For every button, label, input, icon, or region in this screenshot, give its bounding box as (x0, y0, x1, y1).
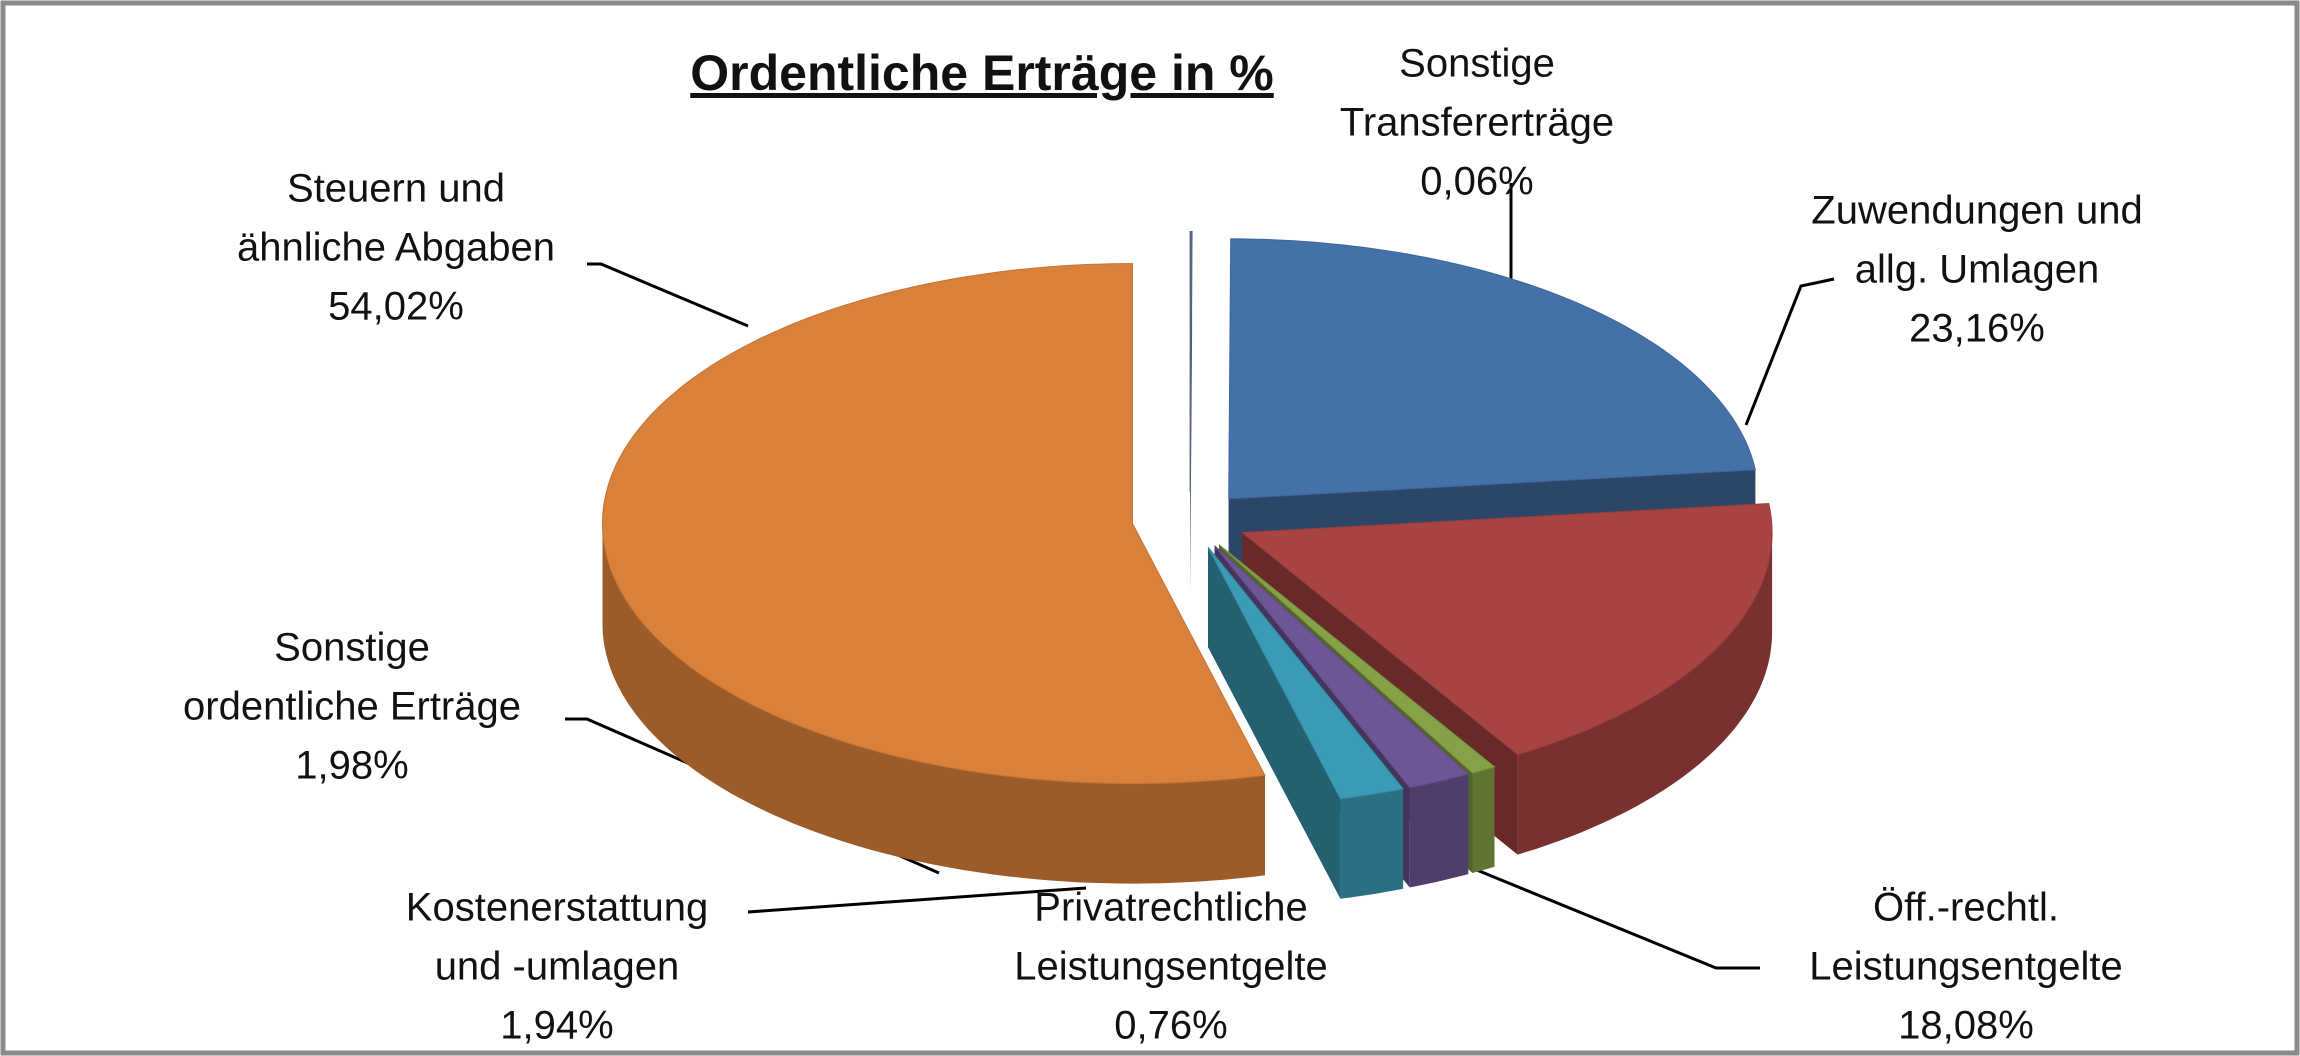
data-label-name: Leistungsentgelte (1809, 945, 2123, 989)
leader-line (747, 886, 1087, 914)
data-label-value: 23,16% (1909, 307, 2045, 351)
data-label-value: 1,94% (500, 1004, 613, 1048)
data-label-value: 0,06% (1420, 160, 1533, 204)
leader-line (1744, 277, 1835, 426)
data-label-name: allg. Umlagen (1855, 248, 2100, 292)
data-label-value: 0,76% (1114, 1004, 1227, 1048)
data-label-name: Öff.-rechtl. (1873, 886, 2059, 930)
data-label-value: 18,08% (1898, 1004, 2034, 1048)
slice (1228, 238, 1757, 500)
data-label-value: 1,98% (295, 744, 408, 788)
slice (1214, 545, 1470, 789)
slice (1218, 544, 1496, 774)
slice-face (1208, 547, 1341, 899)
slice-side (1517, 532, 1773, 855)
data-label-name: Kostenerstattung (406, 886, 708, 930)
data-label-name: Zuwendungen und (1811, 189, 2142, 233)
slice (602, 263, 1266, 785)
data-label-name: ordentliche Erträge (183, 685, 521, 729)
data-label-name: Privatrechtliche (1034, 886, 1307, 930)
chart-title: Ordentliche Erträge in % (690, 45, 1273, 101)
data-label-name: Steuern und (287, 167, 505, 211)
slice-side (1472, 766, 1495, 873)
data-label-name: ähnliche Abgaben (237, 226, 555, 270)
slice (1240, 502, 1773, 756)
slice-side (1409, 774, 1469, 888)
leader-line (1466, 864, 1760, 970)
data-label-name: Leistungsentgelte (1014, 945, 1328, 989)
data-label-name: Sonstige (274, 626, 430, 670)
data-label-name: und -umlagen (435, 945, 680, 989)
leader-line (587, 262, 749, 328)
slice-tops (602, 231, 1773, 800)
data-label-name: Sonstige (1399, 42, 1555, 86)
slice (1189, 231, 1193, 492)
slice (1207, 546, 1405, 800)
data-label-name: Transfererträge (1340, 101, 1614, 145)
slice-side (1340, 788, 1404, 899)
slice-side (602, 523, 1265, 884)
data-label-value: 54,02% (328, 285, 464, 329)
